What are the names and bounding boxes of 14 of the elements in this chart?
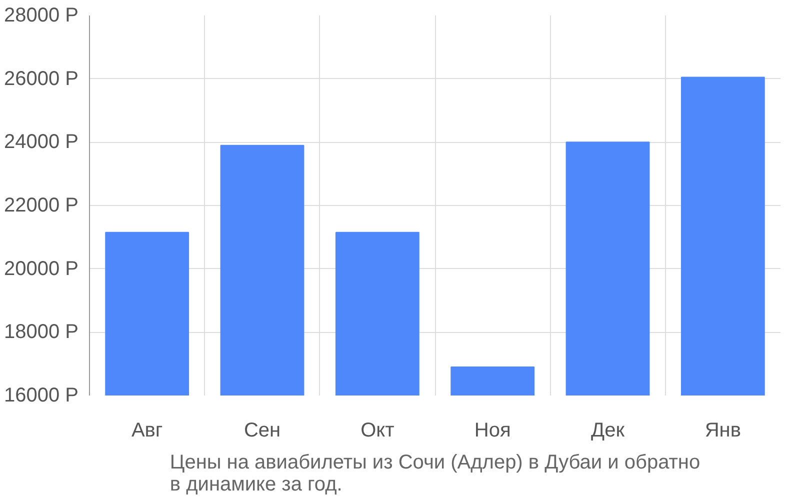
x-tick-label: Дек bbox=[591, 420, 625, 442]
y-tick-label: 24000 Р bbox=[4, 131, 79, 154]
y-tick-label: 22000 Р bbox=[4, 194, 79, 216]
y-tick-label: 28000 Р bbox=[4, 4, 79, 26]
x-tick-label: Авг bbox=[131, 420, 163, 442]
y-tick-label: 18000 Р bbox=[4, 321, 79, 344]
y-tick-label: 26000 Р bbox=[4, 68, 79, 90]
y-tick-label: 20000 Р bbox=[4, 258, 79, 280]
x-tick-label: Янв bbox=[704, 420, 741, 442]
x-tick-label: Окт bbox=[360, 420, 394, 442]
x-tick-label: Сен bbox=[244, 420, 281, 442]
y-tick-label: 16000 Р bbox=[4, 384, 79, 406]
x-tick-label: Ноя bbox=[474, 420, 511, 442]
text: Цены на авиабилеты из Сочи (Адлер) в Дубаи и обратно в динамике за год. bbox=[170, 452, 700, 496]
